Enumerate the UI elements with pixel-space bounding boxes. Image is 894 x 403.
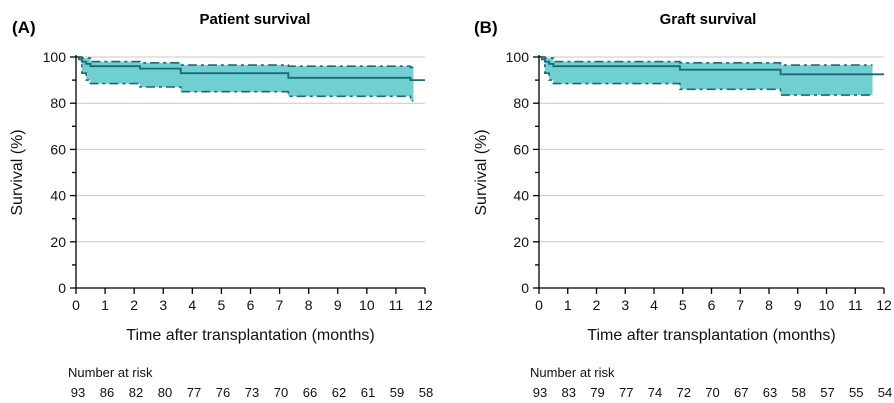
panel-b-y-tick-label: 60 [513, 141, 529, 157]
panel-a-risk-value: 61 [361, 385, 375, 400]
panel-a-x-tick-label: 0 [72, 297, 80, 313]
panel-a-upper-ci-line [76, 56, 414, 69]
panel-b-risk-value: 63 [763, 385, 777, 400]
panel-a-y-tick-label: 60 [50, 141, 66, 157]
panel-a-x-tick-label: 7 [276, 297, 284, 313]
panel-b-x-tick-label: 8 [765, 297, 773, 313]
panel-b-risk-value: 83 [562, 385, 576, 400]
panel-a-risk-value: 58 [419, 385, 433, 400]
panel-b-x-tick-label: 10 [819, 297, 835, 313]
panel-b-risk-value: 58 [792, 385, 806, 400]
panel-a-risk-value: 86 [100, 385, 114, 400]
panel-b-x-tick-label: 11 [848, 297, 863, 313]
panel-a-risk-value: 70 [274, 385, 288, 400]
panel-b-risk-label: Number at risk [530, 365, 615, 380]
panel-a-x-axis-label: Time after transplantation (months) [126, 327, 374, 344]
panel-b-risk-value: 79 [590, 385, 604, 400]
panel-a-label: (A) [12, 18, 36, 37]
panel-a-risk-value: 66 [303, 385, 317, 400]
panel-a-risk-value: 76 [216, 385, 230, 400]
panel-a-survival-line [76, 56, 425, 81]
panel-a-x-tick-label: 12 [417, 297, 433, 313]
panel-b-lower-ci-line [539, 56, 873, 96]
panel-b-x-tick-label: 5 [679, 297, 687, 313]
panel-a-x-tick-label: 6 [247, 297, 255, 313]
panel-a-risk-value: 77 [187, 385, 201, 400]
panel-b-risk-value: 77 [619, 385, 633, 400]
panel-b-x-tick-label: 6 [708, 297, 716, 313]
panel-a-x-tick-label: 9 [334, 297, 342, 313]
panel-b-y-tick-label: 100 [506, 49, 530, 65]
panel-b-x-tick-label: 9 [794, 297, 802, 313]
panel-b-risk-value: 93 [533, 385, 547, 400]
panel-b-x-tick-label: 7 [736, 297, 744, 313]
panel-b-x-tick-label: 0 [535, 297, 543, 313]
panel-b-x-tick-label: 2 [593, 297, 601, 313]
panel-a-x-tick-label: 3 [159, 297, 167, 313]
panel-b-y-tick-label: 20 [513, 234, 529, 250]
panel-a-x-tick-label: 4 [188, 297, 196, 313]
panel-b-label: (B) [474, 18, 498, 37]
panel-a-x-tick-label: 5 [218, 297, 226, 313]
panel-a-x-tick-label: 10 [359, 297, 375, 313]
panel-a-y-tick-label: 100 [43, 49, 67, 65]
panel-a-risk-value: 59 [390, 385, 404, 400]
panel-a-lower-ci-line [76, 56, 414, 102]
panel-b-risk-value: 55 [849, 385, 863, 400]
panel-a-ci-band [76, 57, 414, 101]
panel-a-x-tick-label: 2 [130, 297, 138, 313]
panel-a-risk-value: 80 [158, 385, 172, 400]
panel-b-title: Graft survival [660, 11, 757, 28]
panel-b-y-tick-label: 0 [521, 280, 529, 296]
panel-b-y-tick-label: 40 [513, 188, 529, 204]
panel-b-risk-value: 72 [677, 385, 691, 400]
panel-b-x-tick-label: 12 [876, 297, 892, 313]
panel-a-risk-value: 62 [332, 385, 346, 400]
panel-b-risk-value: 57 [820, 385, 834, 400]
panel-b-x-tick-label: 1 [564, 297, 572, 313]
panel-b-x-tick-label: 4 [650, 297, 658, 313]
panel-b-x-axis-label: Time after transplantation (months) [587, 327, 835, 344]
panel-b-risk-value: 54 [878, 385, 892, 400]
panel-a-x-tick-label: 1 [101, 297, 109, 313]
panel-a-risk-value: 93 [71, 385, 85, 400]
panel-a-x-tick-label: 8 [305, 297, 313, 313]
panel-b-y-axis-label: Survival (%) [473, 129, 490, 215]
panel-a-risk-value: 73 [245, 385, 259, 400]
panel-b-x-tick-label: 3 [621, 297, 629, 313]
panel-a-y-axis-label: Survival (%) [9, 129, 26, 215]
panel-a-risk-value: 82 [129, 385, 143, 400]
panel-a-y-tick-label: 20 [50, 234, 66, 250]
panel-b-ci-band [539, 57, 873, 96]
panel-a-x-tick-label: 11 [389, 297, 404, 313]
panel-a-y-tick-label: 40 [50, 188, 66, 204]
panel-a-title: Patient survival [200, 11, 311, 28]
panel-b-y-tick-label: 80 [513, 95, 529, 111]
panel-b-risk-value: 70 [705, 385, 719, 400]
panel-b-risk-value: 67 [734, 385, 748, 400]
panel-b-survival-line [539, 56, 884, 76]
panel-a-y-tick-label: 80 [50, 95, 66, 111]
panel-b-risk-value: 74 [648, 385, 662, 400]
panel-a-y-tick-label: 0 [58, 280, 66, 296]
panel-a-risk-label: Number at risk [68, 365, 153, 380]
